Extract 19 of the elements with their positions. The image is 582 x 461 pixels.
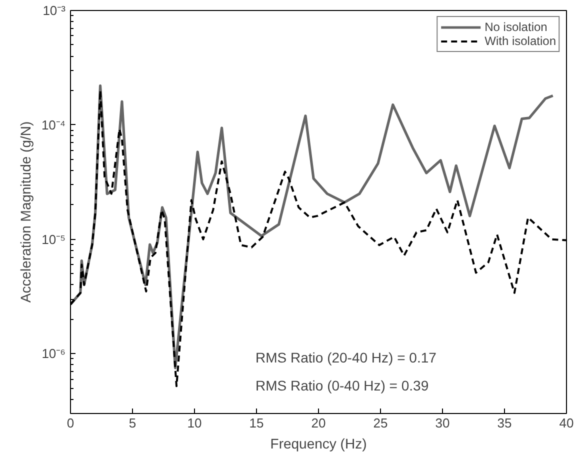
y-tick-label: 10⁻⁴ [41, 117, 66, 132]
x-axis-title: Frequency (Hz) [270, 436, 367, 452]
x-tick-label: 40 [559, 416, 574, 430]
x-tick-label: 5 [128, 416, 136, 430]
legend-label: No isolation [484, 20, 548, 34]
x-tick-label: 10 [187, 416, 202, 430]
annotation: RMS Ratio (0-40 Hz) = 0.39 [256, 378, 429, 394]
x-tick-label: 25 [373, 416, 388, 430]
y-tick-label: 10⁻⁵ [42, 232, 66, 247]
x-tick-label: 35 [497, 416, 512, 430]
y-tick-label: 10⁻³ [42, 3, 66, 18]
y-tick-label: 10⁻⁶ [42, 346, 66, 362]
y-axis-title: Acceleration Magnitude (g/N) [17, 121, 34, 303]
x-tick-label: 0 [66, 416, 74, 430]
annotation: RMS Ratio (20-40 Hz) = 0.17 [256, 350, 437, 366]
x-tick-label: 20 [311, 416, 326, 430]
legend-label: With isolation [484, 34, 556, 48]
x-tick-label: 15 [249, 416, 264, 430]
x-tick-label: 30 [435, 416, 450, 430]
